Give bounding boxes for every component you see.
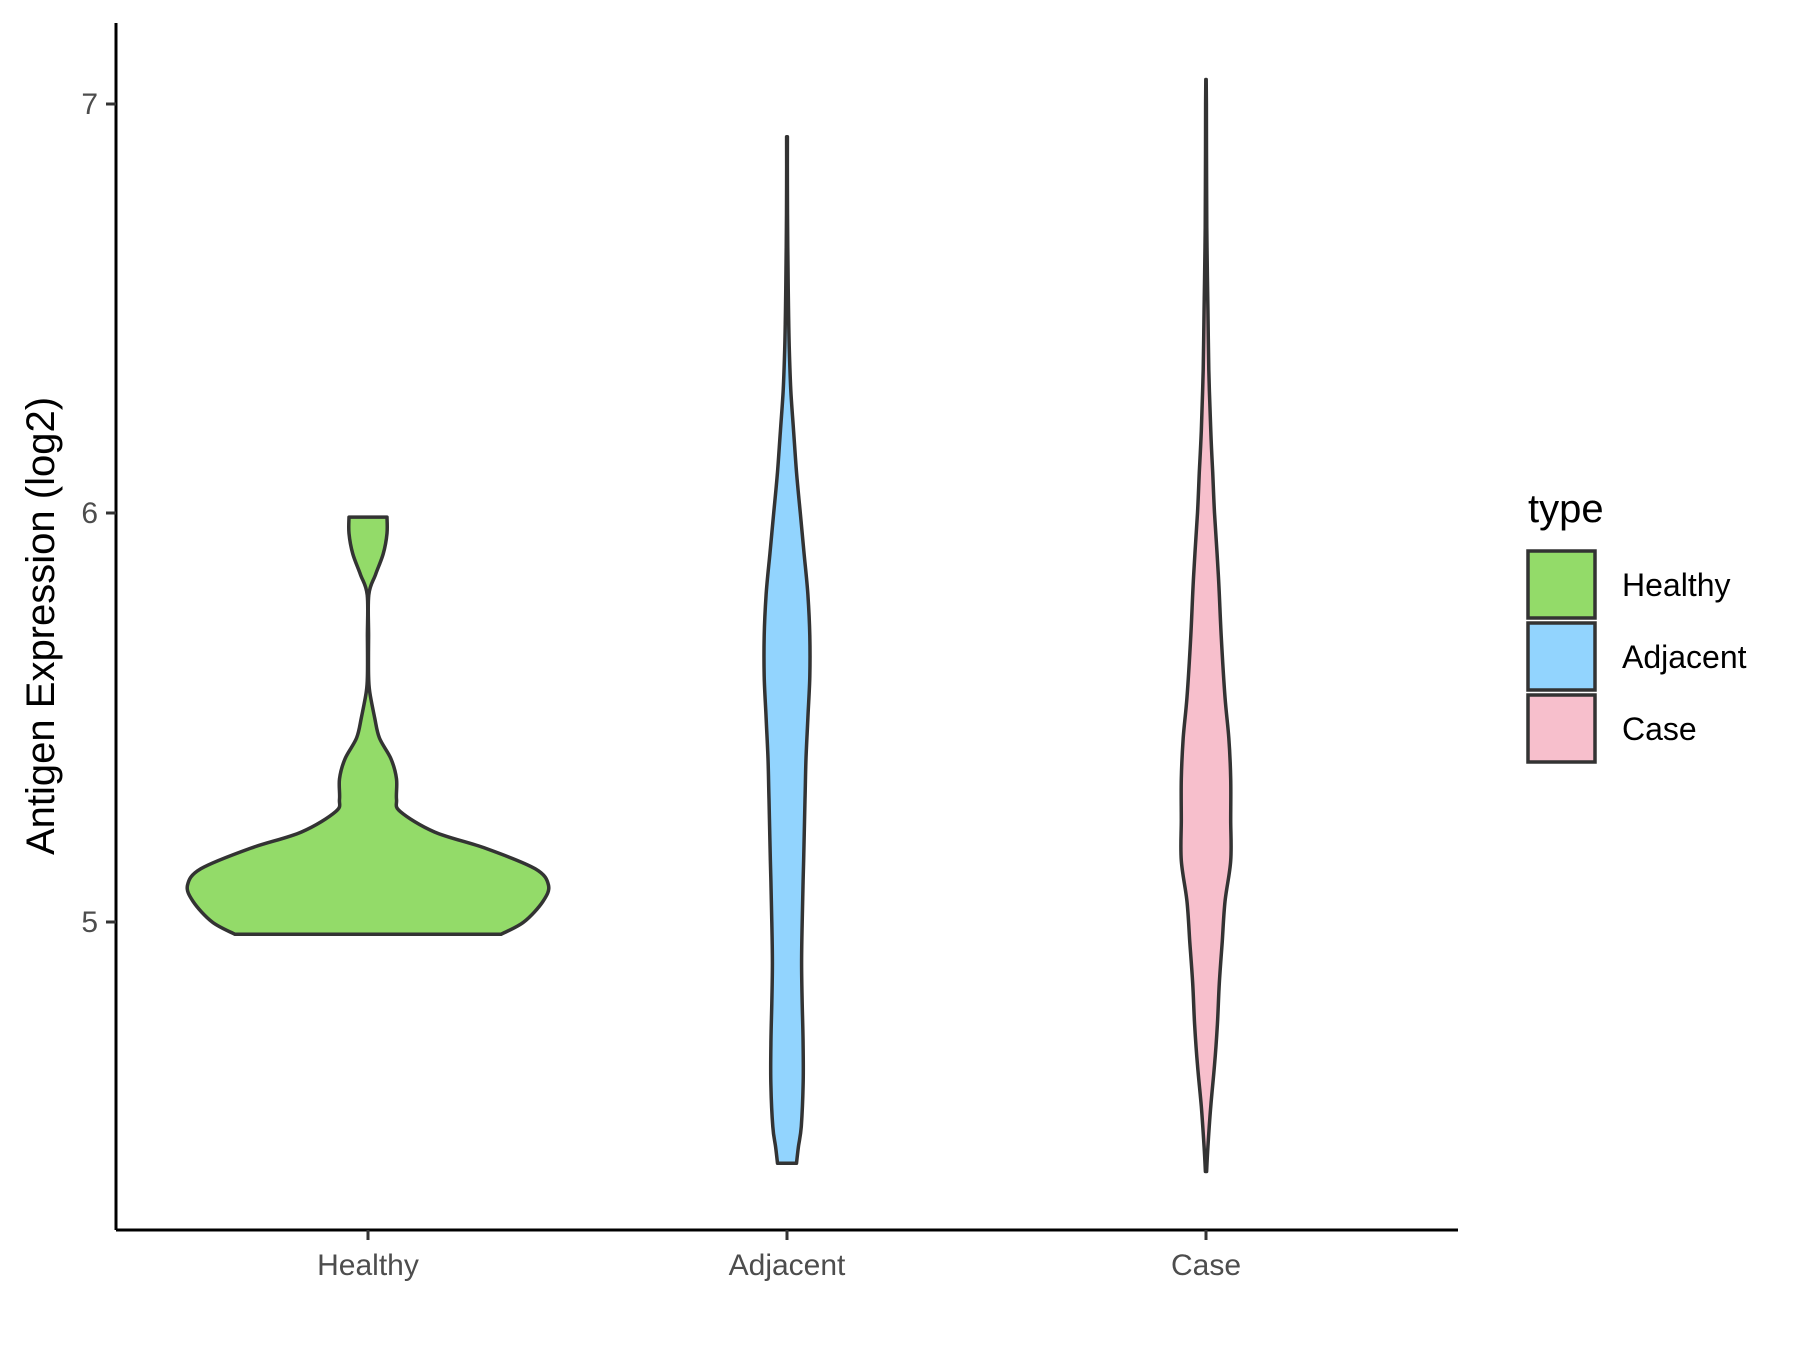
x-tick-label: Case bbox=[1171, 1249, 1241, 1282]
legend-items: Healthy Adjacent Case bbox=[1526, 549, 1747, 764]
y-tick-label: 7 bbox=[81, 88, 98, 121]
y-axis-title: Antigen Expression (log2) bbox=[19, 397, 63, 855]
plot-area: 5 6 7 Healthy Adjacent Case bbox=[81, 23, 1458, 1282]
legend: type Healthy Adjacent Case bbox=[1526, 487, 1747, 764]
y-ticks: 5 6 7 bbox=[81, 88, 116, 939]
legend-label-case: Case bbox=[1622, 711, 1697, 747]
violin-healthy bbox=[185, 515, 551, 937]
legend-key-adjacent bbox=[1526, 621, 1597, 692]
violin-adjacent bbox=[762, 134, 812, 1166]
legend-label-healthy: Healthy bbox=[1622, 567, 1731, 603]
legend-key-case bbox=[1526, 693, 1597, 764]
x-tick-label: Adjacent bbox=[729, 1249, 846, 1282]
violins bbox=[185, 77, 1233, 1174]
y-tick-label: 6 bbox=[81, 497, 98, 530]
x-tick-label: Healthy bbox=[317, 1249, 419, 1282]
legend-label-adjacent: Adjacent bbox=[1622, 639, 1747, 675]
violin-case bbox=[1179, 77, 1233, 1174]
legend-title: type bbox=[1528, 487, 1604, 531]
x-ticks: Healthy Adjacent Case bbox=[317, 1230, 1241, 1282]
y-tick-label: 5 bbox=[81, 906, 98, 939]
legend-key-healthy bbox=[1526, 549, 1597, 620]
